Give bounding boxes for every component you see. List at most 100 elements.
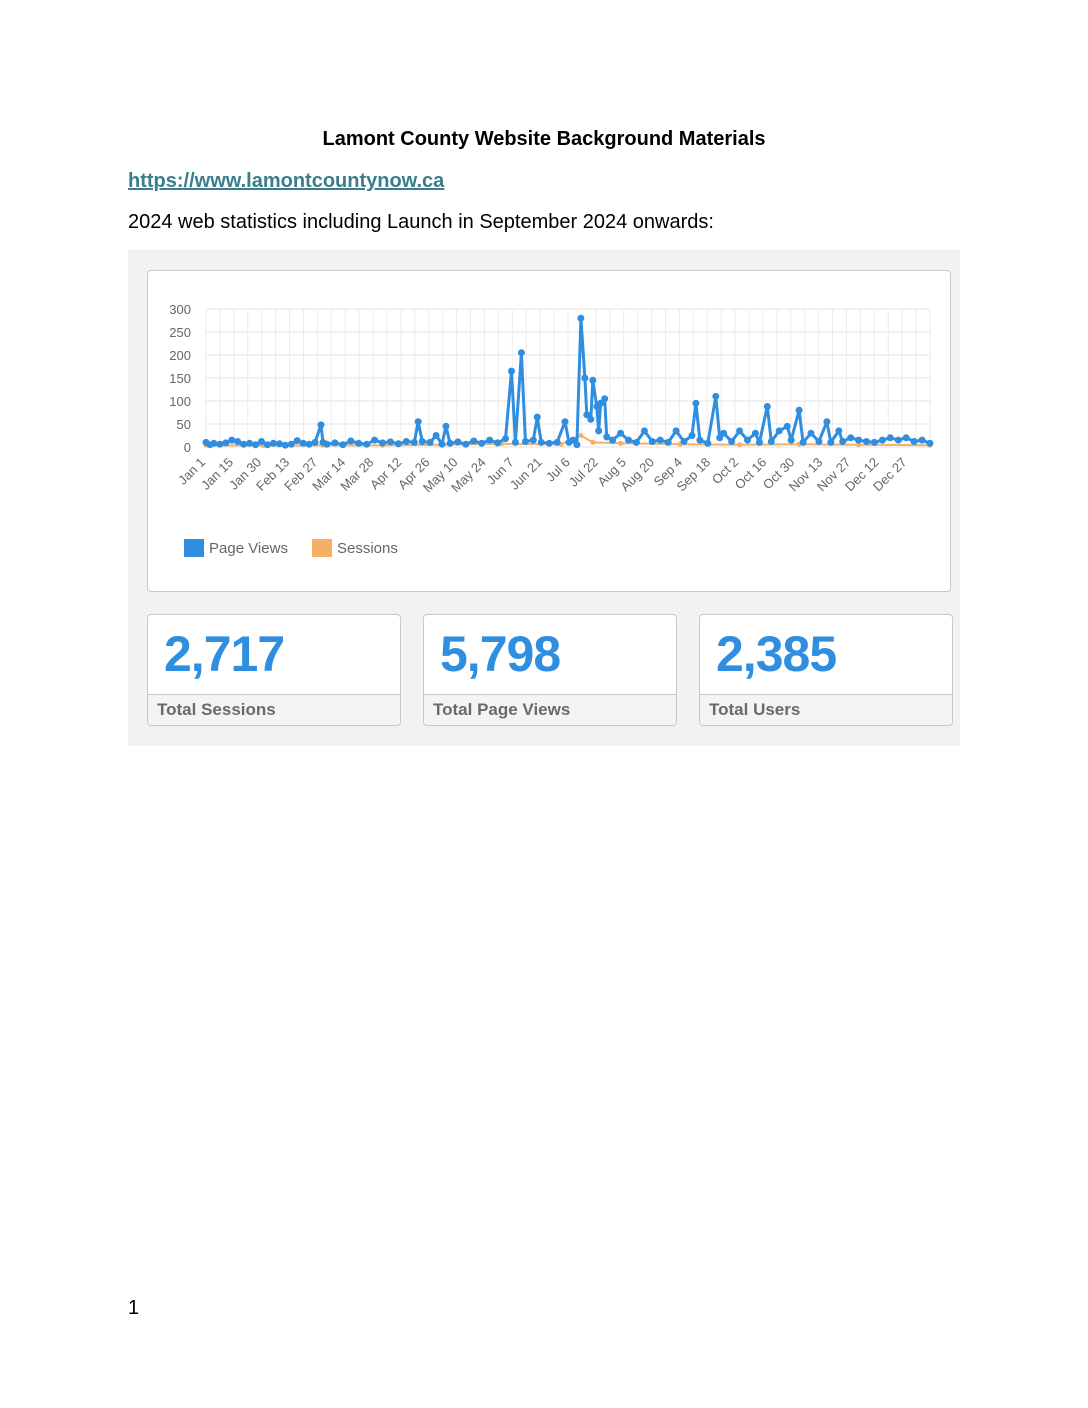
document-title: Lamont County Website Background Materia… [322, 128, 766, 150]
data-point-page-views [815, 438, 823, 445]
page-number: 1 [128, 1297, 140, 1319]
data-point-page-views [595, 427, 603, 435]
data-point-page-views [222, 439, 230, 447]
data-point-page-views [751, 429, 759, 437]
data-point-page-views [632, 438, 640, 446]
data-point-page-views [426, 438, 434, 446]
data-point-page-views [454, 438, 462, 446]
data-point-page-views [442, 422, 450, 430]
data-point-page-views [640, 427, 648, 435]
data-point-page-views [910, 438, 918, 445]
stat-footer: Total Page Views [424, 694, 676, 725]
y-tick-label: 200 [169, 348, 191, 363]
legend-label-page-views[interactable]: Page Views [209, 540, 288, 557]
data-point-page-views [648, 438, 656, 445]
data-point-page-views [878, 436, 886, 444]
data-point-page-views [664, 438, 672, 446]
data-point-page-views [597, 399, 605, 407]
legend-swatch-page-views[interactable] [184, 539, 204, 557]
data-point-page-views [918, 436, 926, 444]
y-tick-label: 50 [177, 417, 191, 432]
data-point-page-views [287, 440, 295, 448]
data-point-page-views [339, 441, 347, 449]
data-point-page-views [234, 438, 242, 445]
data-point-page-views [293, 437, 301, 445]
data-point-page-views [511, 438, 519, 446]
data-point-page-views [744, 436, 751, 444]
data-point-page-views [545, 439, 553, 447]
data-point-page-views [470, 437, 478, 445]
chart-panel: 0 50 100 150 200 250 300 Jan 1 Jan 15 Jan 30 Feb … [147, 270, 951, 592]
data-point-sessions [856, 442, 862, 448]
data-point-page-views [323, 440, 331, 448]
data-point-page-views [704, 439, 712, 447]
data-point-page-views [712, 392, 720, 400]
data-point-page-views [767, 438, 775, 445]
data-point-page-views [379, 439, 386, 447]
intro-text: 2024 web statistics including Launch in … [128, 211, 714, 233]
data-point-page-views [281, 441, 289, 449]
data-point-page-views [783, 422, 791, 430]
data-point-page-views [775, 427, 783, 435]
legend-label-sessions[interactable]: Sessions [337, 540, 398, 557]
data-point-page-views [269, 439, 277, 447]
data-point-page-views [680, 438, 688, 445]
data-point-page-views [402, 438, 410, 445]
y-axis: 0 50 100 150 200 250 300 [169, 302, 191, 455]
data-point-page-views [311, 438, 319, 446]
chart-series [202, 314, 934, 449]
data-point-page-views [736, 427, 744, 435]
data-point-page-views [446, 439, 454, 447]
stat-value: 5,798 [440, 626, 561, 682]
y-tick-label: 0 [184, 440, 191, 455]
data-point-page-views [331, 439, 339, 447]
data-point-page-views [494, 439, 502, 447]
data-point-page-views [716, 434, 724, 442]
data-point-page-views [299, 439, 307, 447]
website-link[interactable]: https://www.lamontcountynow.ca [128, 170, 445, 192]
data-point-page-views [847, 434, 855, 442]
data-point-page-views [438, 440, 446, 448]
data-point-page-views [553, 438, 561, 446]
data-point-page-views [537, 438, 545, 446]
data-point-page-views [839, 438, 847, 445]
data-point-page-views [486, 436, 494, 444]
data-point-page-views [533, 413, 541, 421]
data-point-page-views [672, 427, 680, 435]
data-point-page-views [902, 434, 910, 442]
legend-swatch-sessions[interactable] [312, 539, 332, 557]
stat-value: 2,385 [716, 626, 837, 682]
data-point-page-views [216, 440, 224, 448]
data-point-page-views [418, 438, 426, 445]
data-point-page-views [728, 438, 736, 445]
data-point-page-views [432, 432, 440, 439]
data-point-page-views [264, 441, 271, 449]
data-point-page-views [517, 349, 525, 357]
data-point-page-views [583, 411, 591, 419]
data-point-page-views [581, 374, 589, 382]
data-point-page-views [258, 438, 265, 445]
data-point-page-views [688, 432, 696, 439]
data-point-page-views [569, 436, 577, 444]
data-point-page-views [795, 406, 803, 414]
data-point-page-views [521, 438, 529, 445]
data-point-page-views [763, 403, 771, 410]
data-point-page-views [787, 436, 795, 444]
data-point-page-views [720, 429, 728, 437]
x-tick-label: Jul 22 [566, 455, 601, 490]
data-point-page-views [355, 439, 363, 447]
data-point-page-views [275, 440, 283, 448]
data-point-page-views [561, 418, 569, 426]
data-point-page-views [414, 418, 422, 426]
data-point-page-views [871, 438, 878, 446]
data-point-page-views [926, 439, 934, 447]
data-point-page-views [462, 440, 470, 448]
stat-label: Total Page Views [433, 700, 571, 719]
data-point-page-views [228, 436, 236, 444]
stat-label: Total Sessions [157, 700, 276, 719]
data-point-page-views [410, 438, 418, 446]
data-point-sessions [618, 440, 624, 446]
data-point-page-views [855, 436, 863, 444]
data-point-page-views [317, 421, 325, 429]
